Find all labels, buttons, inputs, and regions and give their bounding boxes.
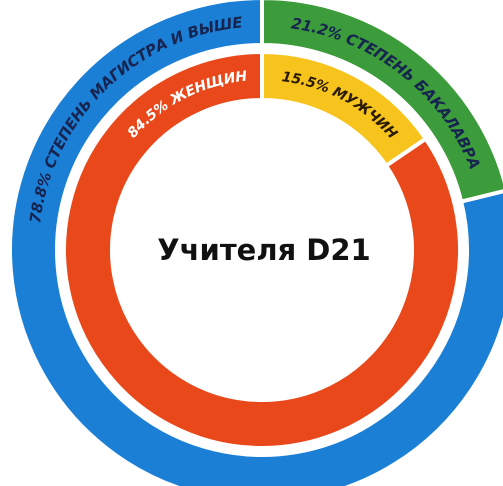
donut-segment [8, 0, 503, 486]
center-label: Учителя D21 [157, 233, 370, 267]
donut-segment [260, 0, 503, 204]
donut-segment [62, 49, 462, 450]
donut-segment [260, 49, 429, 169]
